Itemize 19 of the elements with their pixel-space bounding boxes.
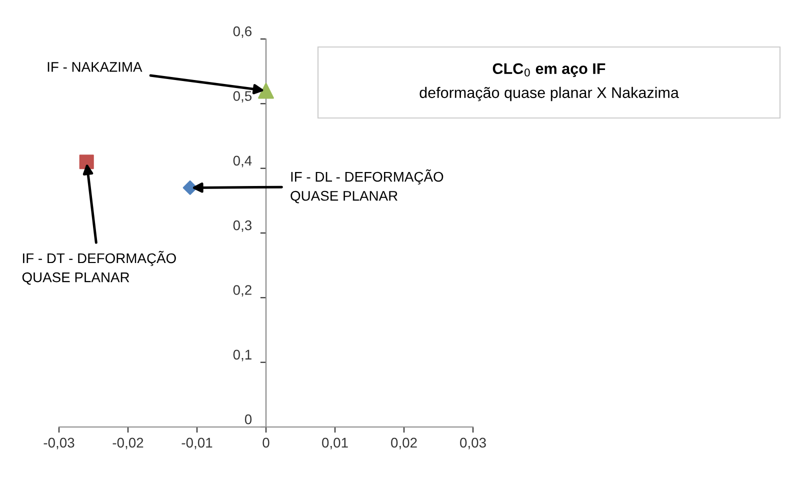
y-tick-label: 0,2 — [233, 285, 252, 297]
x-tick-label: 0,01 — [322, 438, 348, 450]
x-tick-label: -0,02 — [112, 438, 144, 450]
y-tick-label: 0,1 — [233, 350, 252, 362]
x-tick-label: 0,02 — [391, 438, 417, 450]
x-tick-label: 0 — [262, 438, 270, 448]
annotation: IF - NAKAZIMA — [48, 62, 142, 72]
annotation: IF - DL - DEFORMAÇÃO QUASE PLANAR — [290, 169, 444, 204]
y-tick-label: 0,4 — [233, 156, 252, 168]
x-tick-label: 0,03 — [460, 438, 486, 450]
y-tick-label: 0,6 — [233, 26, 252, 38]
y-tick-label: 0,5 — [233, 91, 252, 103]
x-tick-label: -0,01 — [182, 438, 212, 450]
annotation: IF - DT - DEFORMAÇÃO QUASE PLANAR — [22, 250, 176, 285]
x-tick-label: -0,03 — [44, 438, 74, 450]
y-tick-label: 0,3 — [233, 220, 252, 232]
text: CLC$_{0}$ em aço IF — [492, 63, 606, 78]
text: deformação quase planar X Nakazima — [420, 86, 679, 102]
y-tick-label: 0 — [244, 414, 252, 424]
